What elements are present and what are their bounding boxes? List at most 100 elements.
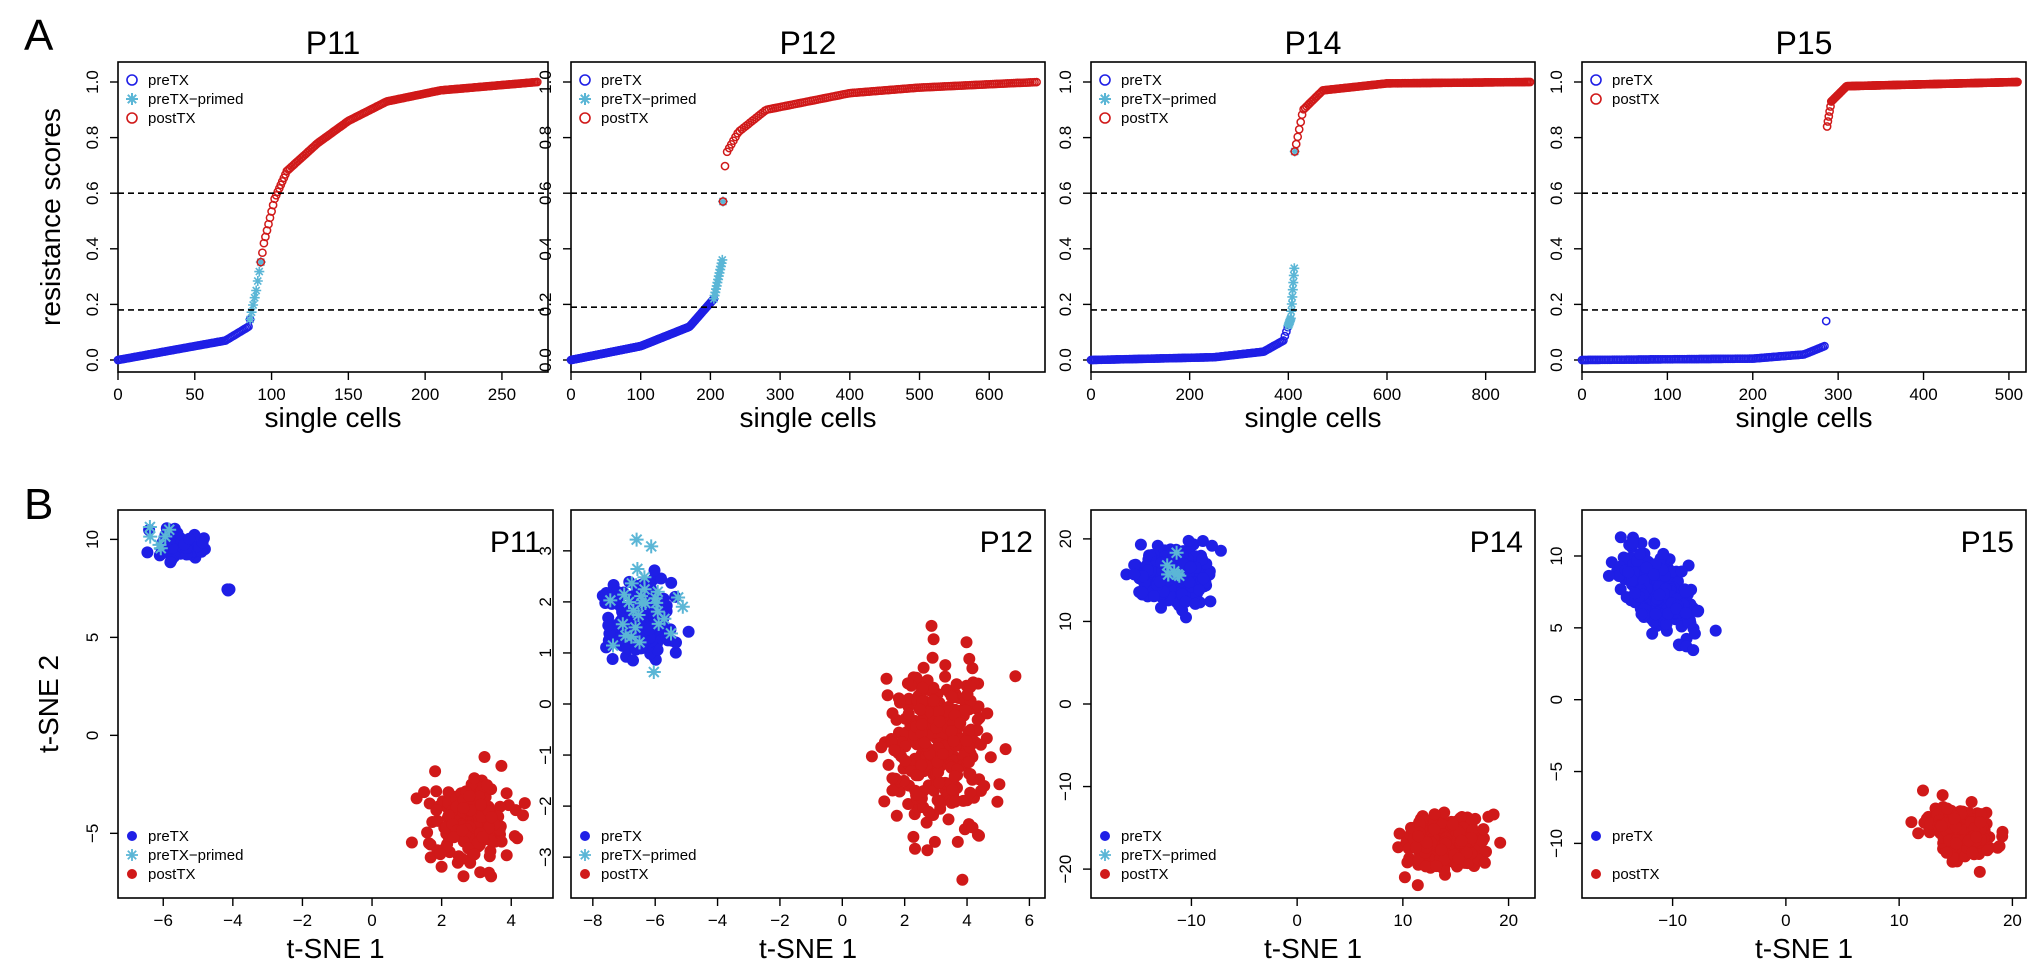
data-point — [1136, 586, 1149, 599]
charts-layer: 0.00.20.40.60.81.00 50 100 150 200 250single … — [33, 25, 2027, 964]
y-tick-label: 2 — [536, 597, 555, 606]
data-point — [1634, 548, 1646, 560]
data-point — [1657, 547, 1670, 560]
data-point — [1821, 316, 1831, 326]
data-point-star — [632, 635, 647, 650]
data-point-star — [255, 257, 266, 268]
data-point — [950, 678, 963, 691]
data-point — [964, 768, 977, 781]
data-point — [1134, 538, 1147, 551]
y-tick-label: 0 — [1056, 699, 1075, 708]
data-point-star — [1161, 567, 1176, 582]
data-point — [901, 677, 914, 690]
data-point — [1940, 846, 1953, 859]
data-point — [1629, 587, 1641, 600]
data-point — [430, 785, 443, 798]
x-tick-label: 50 — [185, 385, 204, 404]
x-axis-title: single cells — [265, 402, 402, 433]
data-point — [655, 572, 667, 585]
x-tick-label: 400 — [836, 385, 864, 404]
x-tick-label: 250 — [488, 385, 516, 404]
data-point — [1180, 611, 1192, 624]
data-point — [475, 798, 487, 811]
y-tick-label: 1.0 — [1056, 70, 1075, 94]
x-tick-label: −2 — [770, 911, 789, 930]
y-tick-label: 0.2 — [1547, 293, 1566, 317]
data-point — [961, 688, 974, 701]
x-tick-label: 0 — [838, 911, 847, 930]
data-point — [978, 780, 991, 792]
y-tick-label: −10 — [1547, 829, 1566, 858]
data-point — [1196, 553, 1209, 566]
data-point — [927, 633, 940, 646]
legend-label: preTX — [148, 828, 189, 845]
data-point-star — [618, 628, 633, 643]
data-point — [1280, 331, 1290, 341]
data-point — [956, 873, 969, 886]
data-point — [1189, 597, 1202, 610]
plot-frame — [1090, 61, 1536, 373]
x-tick-label: 0 — [367, 911, 376, 930]
x-tick-label: 4 — [962, 911, 971, 930]
legend-marker-dot — [127, 869, 137, 879]
data-point — [141, 546, 154, 559]
data-point — [1214, 544, 1227, 557]
x-axis-title: t-SNE 1 — [1755, 933, 1853, 964]
legend-marker-dot — [580, 869, 590, 879]
data-point — [1905, 816, 1918, 829]
data-point — [1614, 583, 1627, 596]
data-point — [922, 805, 935, 818]
plot-frame — [117, 509, 554, 899]
data-point — [1291, 139, 1301, 149]
x-tick-label: −6 — [646, 911, 665, 930]
data-point — [1966, 846, 1979, 859]
data-point-star — [245, 314, 256, 325]
data-point — [960, 735, 973, 747]
data-point — [1648, 537, 1661, 550]
data-point — [421, 826, 434, 839]
data-point — [1428, 808, 1441, 821]
data-point — [1822, 122, 1832, 131]
data-point-star — [152, 537, 167, 552]
data-point — [1128, 568, 1141, 581]
data-point — [1148, 590, 1160, 603]
panel-label: P14 — [1470, 526, 1523, 559]
data-point — [1487, 808, 1500, 821]
y-tick-label: 10 — [1056, 612, 1075, 631]
data-point — [166, 542, 179, 554]
x-tick-label: 100 — [627, 385, 655, 404]
panel-a-3: 0.0 0.2 0.4 0.6 0.8 1.0 0 200 400 600 800 single ce… — [1056, 25, 1536, 433]
data-point — [1411, 879, 1424, 892]
legend-marker-star — [126, 849, 138, 861]
data-point — [1635, 608, 1648, 621]
data-point — [886, 772, 899, 785]
y-tick-label: −2 — [536, 796, 555, 815]
panel-label: P15 — [1961, 526, 2014, 559]
legend-label: postTX — [1612, 91, 1660, 108]
data-point — [720, 161, 730, 171]
data-point — [1465, 832, 1478, 845]
legend-marker-circle — [579, 112, 591, 124]
x-tick-label: 0 — [1781, 911, 1790, 930]
data-point — [880, 672, 893, 685]
x-tick-label: 2 — [437, 911, 446, 930]
plot-title: P11 — [306, 25, 361, 61]
y-tick-label: 0.8 — [536, 126, 555, 150]
legend-label: postTX — [1612, 866, 1660, 883]
plot-frame — [117, 61, 549, 373]
y-axis-title: t-SNE 2 — [33, 655, 64, 753]
x-tick-label: 20 — [1499, 911, 1518, 930]
data-point-star — [254, 266, 265, 277]
y-tick-label: 0.6 — [1056, 181, 1075, 205]
x-tick-label: 2 — [900, 911, 909, 930]
data-point — [991, 795, 1004, 808]
data-point — [1446, 818, 1459, 831]
data-point — [1435, 843, 1448, 856]
data-point — [423, 837, 435, 850]
y-tick-label: 10 — [83, 530, 102, 549]
data-point-star — [1286, 306, 1297, 317]
data-point — [483, 821, 495, 834]
x-tick-label: 200 — [411, 385, 439, 404]
y-tick-label: 0.2 — [83, 293, 102, 317]
